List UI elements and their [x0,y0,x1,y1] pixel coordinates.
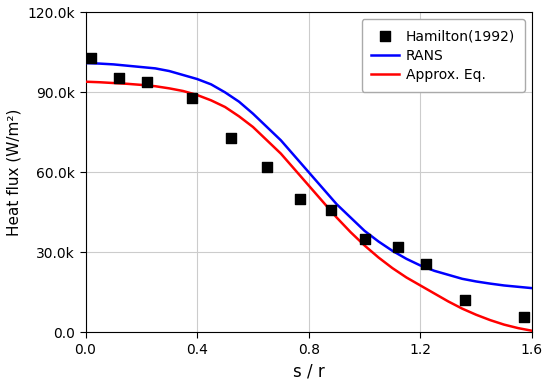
RANS [124,63,131,68]
Approx. Eq. [375,255,382,260]
Hamilton(1992) [87,55,96,61]
Approx. Eq. [166,86,173,91]
Approx. Eq. [445,299,452,304]
Hamilton(1992) [519,314,528,320]
RANS [501,283,508,288]
Y-axis label: Heat flux (W/m²): Heat flux (W/m²) [7,109,22,236]
RANS [194,77,200,81]
Approx. Eq. [208,98,214,103]
RANS [250,111,256,116]
RANS [138,65,145,69]
RANS [431,269,438,273]
Approx. Eq. [459,307,465,311]
RANS [320,186,326,190]
Approx. Eq. [320,199,326,204]
RANS [180,73,186,77]
RANS [459,276,465,281]
RANS [375,239,382,244]
RANS [333,202,340,207]
Approx. Eq. [96,80,103,84]
RANS [515,284,521,289]
Approx. Eq. [194,93,200,98]
Line: Approx. Eq.: Approx. Eq. [86,82,532,331]
RANS [389,248,396,253]
Approx. Eq. [138,82,145,87]
Approx. Eq. [124,82,131,86]
RANS [347,215,354,220]
Hamilton(1992) [360,236,369,242]
RANS [278,138,284,143]
Approx. Eq. [152,84,158,89]
RANS [263,125,270,129]
RANS [473,279,480,284]
Approx. Eq. [487,318,493,322]
Approx. Eq. [361,243,368,248]
Approx. Eq. [180,89,186,93]
Hamilton(1992) [226,135,235,141]
RANS [236,99,243,104]
Hamilton(1992) [461,297,470,303]
Hamilton(1992) [114,75,123,81]
Hamilton(1992) [394,244,403,250]
RANS [529,286,535,291]
Approx. Eq. [250,125,256,129]
Approx. Eq. [110,81,117,86]
RANS [403,257,410,261]
RANS [305,170,312,175]
Approx. Eq. [222,104,228,109]
RANS [96,61,103,66]
Approx. Eq. [501,322,508,327]
RANS [292,154,298,159]
RANS [487,281,493,286]
Approx. Eq. [515,326,521,330]
RANS [361,229,368,233]
Hamilton(1992) [327,206,336,212]
Approx. Eq. [431,291,438,296]
X-axis label: s / r: s / r [293,362,324,380]
Approx. Eq. [82,79,89,84]
Approx. Eq. [263,138,270,143]
Approx. Eq. [473,312,480,317]
Hamilton(1992) [142,79,151,85]
Approx. Eq. [389,266,396,271]
RANS [110,62,117,67]
Line: RANS: RANS [86,63,532,288]
Approx. Eq. [403,275,410,280]
Approx. Eq. [333,215,340,220]
RANS [152,66,158,71]
RANS [445,272,452,277]
RANS [82,61,89,65]
RANS [208,82,214,87]
RANS [166,69,173,74]
Approx. Eq. [417,283,424,288]
Approx. Eq. [529,329,535,333]
RANS [222,90,228,95]
Hamilton(1992) [296,196,305,202]
RANS [417,263,424,268]
Approx. Eq. [278,151,284,156]
Hamilton(1992) [187,94,196,101]
Hamilton(1992) [421,261,430,267]
Approx. Eq. [347,230,354,235]
Approx. Eq. [292,167,298,172]
Legend: Hamilton(1992), RANS, Approx. Eq.: Hamilton(1992), RANS, Approx. Eq. [362,19,525,92]
Approx. Eq. [305,183,312,188]
Approx. Eq. [236,114,243,119]
Hamilton(1992) [262,164,271,170]
